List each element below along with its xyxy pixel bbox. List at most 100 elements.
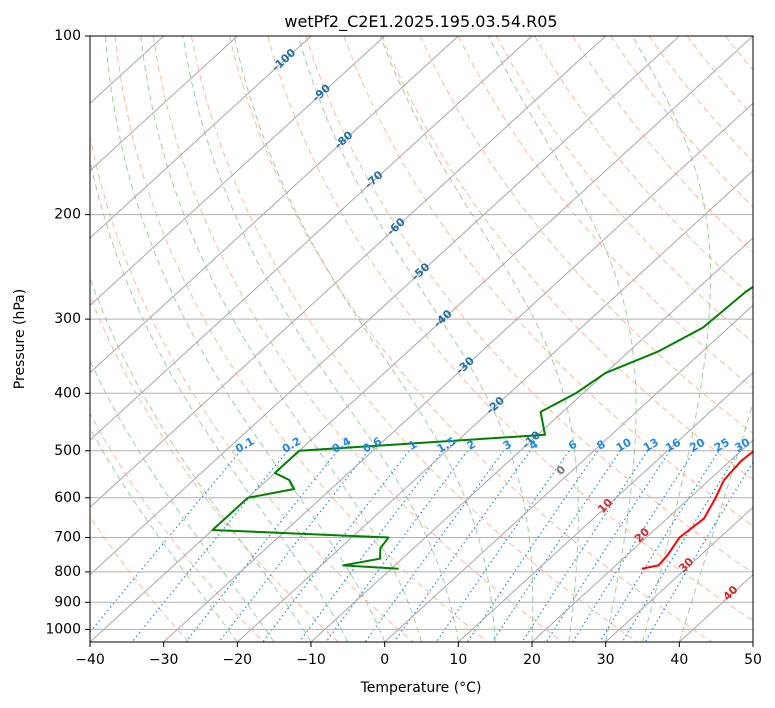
dewpoint-line xyxy=(211,285,753,570)
isotherm-line xyxy=(90,36,680,576)
mixing-ratio-line xyxy=(621,450,740,642)
dry-adiabat xyxy=(190,36,638,642)
dry-adiabat xyxy=(267,36,753,622)
x-tick-label: −20 xyxy=(223,652,253,668)
moist-adiabat xyxy=(105,36,386,642)
isotherm-label: -100 xyxy=(269,46,298,74)
moist-adiabats xyxy=(90,36,753,642)
isotherm-line xyxy=(236,169,753,642)
isotherms xyxy=(90,36,753,642)
isotherm-line xyxy=(90,36,386,307)
y-tick-label: 300 xyxy=(54,311,81,327)
isotherm-line xyxy=(605,506,753,642)
dry-adiabat xyxy=(763,36,775,642)
moist-adiabat xyxy=(297,36,534,642)
dry-adiabat xyxy=(229,36,712,642)
y-axis-ticks: 100 200 300 400 500 600 700 800 900 1000 xyxy=(45,28,90,637)
moist-adiabat xyxy=(90,359,275,642)
isotherm-line xyxy=(90,36,459,374)
y-tick-label: 800 xyxy=(54,564,81,580)
mixing-ratio-line xyxy=(466,450,599,642)
mixing-ratio-line xyxy=(131,450,289,642)
moist-adiabat xyxy=(90,276,312,642)
mixing-ratio-line xyxy=(364,450,505,642)
mixing-ratio-line xyxy=(599,450,720,642)
isotherm-line xyxy=(90,36,533,441)
isotherm-line xyxy=(457,371,753,642)
y-axis-label: Pressure (hPa) xyxy=(12,289,28,389)
y-tick-label: 500 xyxy=(54,443,81,459)
mixing-ratio-label: 1.5 xyxy=(435,435,458,456)
mixing-ratio-label: 0.1 xyxy=(233,435,256,456)
moist-adiabat xyxy=(90,427,238,642)
mixing-ratio-line xyxy=(325,450,468,642)
mixing-ratio-line xyxy=(435,450,570,642)
x-tick-label: 30 xyxy=(597,652,615,668)
moist-adiabat xyxy=(182,36,459,642)
mixing-ratio-label: 0.2 xyxy=(280,435,303,456)
mixing-ratio-label: 0.4 xyxy=(330,434,354,455)
isotherm-line xyxy=(90,36,238,172)
dry-adiabat xyxy=(495,36,753,344)
dry-adiabats xyxy=(90,36,775,642)
moist-adiabat-label: 10 xyxy=(595,496,615,516)
dry-adiabat xyxy=(724,36,753,71)
dry-adiabat xyxy=(419,36,753,435)
y-tick-label: 1000 xyxy=(45,621,81,637)
dry-adiabat xyxy=(457,36,753,389)
mixing-ratio-line xyxy=(521,450,649,642)
y-tick-label: 100 xyxy=(54,28,81,44)
plot-area: -100-90-80-70-60-50-40-30-20-100.1 0.2 0.4… xyxy=(90,36,775,642)
moist-adiabat xyxy=(488,36,637,642)
x-tick-label: 20 xyxy=(523,652,541,668)
temperature-line xyxy=(641,450,753,570)
dry-adiabat xyxy=(152,36,563,642)
mixing-ratio-label: 0.6 xyxy=(361,434,385,455)
dry-adiabat xyxy=(114,36,488,642)
isotherm-line xyxy=(531,439,753,642)
dry-adiabat xyxy=(90,515,190,642)
x-tick-label: 40 xyxy=(670,652,688,668)
y-tick-label: 900 xyxy=(54,594,81,610)
moist-adiabat-label: 40 xyxy=(721,583,741,603)
isotherm-line xyxy=(90,36,607,509)
dry-adiabat xyxy=(534,36,753,298)
mixing-ratio-label: 13 xyxy=(641,436,661,455)
profile-series xyxy=(211,285,753,570)
mixing-ratio-label: 20 xyxy=(687,436,707,455)
isotherm-line xyxy=(90,36,753,642)
mixing-ratio-line xyxy=(545,450,671,642)
mixing-ratio-label: 10 xyxy=(614,436,634,455)
isotherm-line xyxy=(752,641,753,642)
mixing-ratio-label: 36 xyxy=(753,436,773,455)
moist-adiabat xyxy=(90,157,349,642)
x-tick-label: 50 xyxy=(744,652,762,668)
y-tick-label: 400 xyxy=(54,385,81,401)
moist-adiabat xyxy=(632,36,711,642)
isotherm-line xyxy=(384,304,753,642)
chart-title: wetPf2_C2E1.2025.195.03.54.R05 xyxy=(284,12,557,32)
mixing-ratio-line xyxy=(218,450,369,642)
x-tick-label: −30 xyxy=(149,652,179,668)
dry-adiabat xyxy=(610,36,753,208)
x-tick-label: −40 xyxy=(75,652,105,668)
mixing-ratio-line xyxy=(262,450,410,642)
dry-adiabat xyxy=(343,36,753,527)
dry-adiabat xyxy=(648,36,753,163)
dry-adiabat xyxy=(572,36,753,253)
dry-adiabat xyxy=(90,412,264,642)
x-axis-ticks: −40 −30 −20 −10 0 10 20 30 40 50 xyxy=(75,642,762,668)
x-tick-label: −10 xyxy=(296,652,326,668)
mixing-ratio-line xyxy=(298,450,444,642)
mixing-ratio-line xyxy=(185,450,339,642)
mixing-ratio-line xyxy=(572,450,695,642)
plot-frame xyxy=(89,35,754,643)
moist-adiabat xyxy=(233,36,496,642)
dry-adiabat xyxy=(686,36,753,117)
moist-adiabat xyxy=(678,401,753,642)
x-tick-label: 0 xyxy=(380,652,389,668)
mixing-ratio-line xyxy=(90,450,242,633)
mixing-ratio-label: 30 xyxy=(732,436,752,455)
mixing-ratio-line xyxy=(491,450,621,642)
